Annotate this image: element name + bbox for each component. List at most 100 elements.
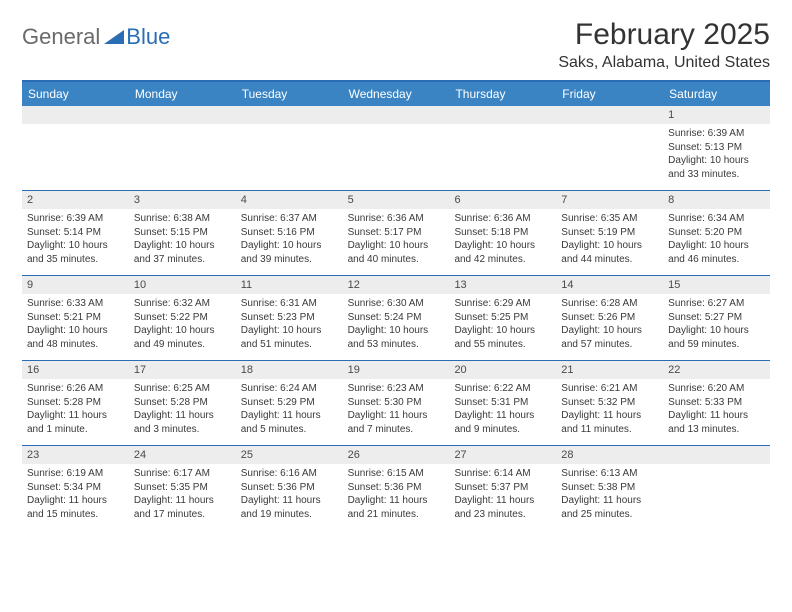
day-number: 6 <box>449 191 556 209</box>
day-number: 18 <box>236 361 343 379</box>
sunrise-text: Sunrise: 6:36 AM <box>348 212 445 226</box>
day-cell: 21Sunrise: 6:21 AMSunset: 5:32 PMDayligh… <box>556 361 663 445</box>
day-details: Sunrise: 6:37 AMSunset: 5:16 PMDaylight:… <box>236 209 343 272</box>
day-cell: 23Sunrise: 6:19 AMSunset: 5:34 PMDayligh… <box>22 446 129 530</box>
day-number: 17 <box>129 361 236 379</box>
daylight-text: Daylight: 10 hours and 35 minutes. <box>27 239 124 266</box>
sunset-text: Sunset: 5:24 PM <box>348 311 445 325</box>
day-cell <box>343 106 450 190</box>
week-row: 2Sunrise: 6:39 AMSunset: 5:14 PMDaylight… <box>22 190 770 275</box>
sunrise-text: Sunrise: 6:28 AM <box>561 297 658 311</box>
sunrise-text: Sunrise: 6:20 AM <box>668 382 765 396</box>
weekday-label: Monday <box>129 82 236 106</box>
day-cell: 2Sunrise: 6:39 AMSunset: 5:14 PMDaylight… <box>22 191 129 275</box>
day-cell: 4Sunrise: 6:37 AMSunset: 5:16 PMDaylight… <box>236 191 343 275</box>
sunset-text: Sunset: 5:22 PM <box>134 311 231 325</box>
sunrise-text: Sunrise: 6:39 AM <box>27 212 124 226</box>
day-details: Sunrise: 6:23 AMSunset: 5:30 PMDaylight:… <box>343 379 450 442</box>
sunrise-text: Sunrise: 6:23 AM <box>348 382 445 396</box>
daylight-text: Daylight: 11 hours and 5 minutes. <box>241 409 338 436</box>
title-block: February 2025 Saks, Alabama, United Stat… <box>558 18 770 72</box>
sunrise-text: Sunrise: 6:26 AM <box>27 382 124 396</box>
day-number: 15 <box>663 276 770 294</box>
header: General Blue February 2025 Saks, Alabama… <box>22 18 770 72</box>
sunrise-text: Sunrise: 6:30 AM <box>348 297 445 311</box>
day-cell: 3Sunrise: 6:38 AMSunset: 5:15 PMDaylight… <box>129 191 236 275</box>
daylight-text: Daylight: 10 hours and 37 minutes. <box>134 239 231 266</box>
day-cell: 26Sunrise: 6:15 AMSunset: 5:36 PMDayligh… <box>343 446 450 530</box>
day-details: Sunrise: 6:25 AMSunset: 5:28 PMDaylight:… <box>129 379 236 442</box>
sunset-text: Sunset: 5:28 PM <box>134 396 231 410</box>
sunrise-text: Sunrise: 6:14 AM <box>454 467 551 481</box>
sunset-text: Sunset: 5:25 PM <box>454 311 551 325</box>
day-number <box>556 106 663 124</box>
day-details: Sunrise: 6:20 AMSunset: 5:33 PMDaylight:… <box>663 379 770 442</box>
day-cell <box>449 106 556 190</box>
day-details: Sunrise: 6:15 AMSunset: 5:36 PMDaylight:… <box>343 464 450 527</box>
week-row: 23Sunrise: 6:19 AMSunset: 5:34 PMDayligh… <box>22 445 770 530</box>
sunrise-text: Sunrise: 6:38 AM <box>134 212 231 226</box>
sunset-text: Sunset: 5:23 PM <box>241 311 338 325</box>
sunrise-text: Sunrise: 6:17 AM <box>134 467 231 481</box>
day-number: 13 <box>449 276 556 294</box>
day-details: Sunrise: 6:13 AMSunset: 5:38 PMDaylight:… <box>556 464 663 527</box>
sunrise-text: Sunrise: 6:33 AM <box>27 297 124 311</box>
week-row: 1Sunrise: 6:39 AMSunset: 5:13 PMDaylight… <box>22 106 770 190</box>
day-number: 24 <box>129 446 236 464</box>
weekday-label: Sunday <box>22 82 129 106</box>
daylight-text: Daylight: 10 hours and 59 minutes. <box>668 324 765 351</box>
day-cell: 22Sunrise: 6:20 AMSunset: 5:33 PMDayligh… <box>663 361 770 445</box>
day-details: Sunrise: 6:24 AMSunset: 5:29 PMDaylight:… <box>236 379 343 442</box>
daylight-text: Daylight: 11 hours and 23 minutes. <box>454 494 551 521</box>
sunrise-text: Sunrise: 6:39 AM <box>668 127 765 141</box>
sunrise-text: Sunrise: 6:15 AM <box>348 467 445 481</box>
sunset-text: Sunset: 5:38 PM <box>561 481 658 495</box>
daylight-text: Daylight: 11 hours and 21 minutes. <box>348 494 445 521</box>
day-number <box>449 106 556 124</box>
day-number: 26 <box>343 446 450 464</box>
day-number: 21 <box>556 361 663 379</box>
sunset-text: Sunset: 5:19 PM <box>561 226 658 240</box>
day-cell: 12Sunrise: 6:30 AMSunset: 5:24 PMDayligh… <box>343 276 450 360</box>
location-text: Saks, Alabama, United States <box>558 54 770 72</box>
day-number: 4 <box>236 191 343 209</box>
daylight-text: Daylight: 10 hours and 53 minutes. <box>348 324 445 351</box>
day-cell: 7Sunrise: 6:35 AMSunset: 5:19 PMDaylight… <box>556 191 663 275</box>
day-number: 2 <box>22 191 129 209</box>
daylight-text: Daylight: 10 hours and 44 minutes. <box>561 239 658 266</box>
sunset-text: Sunset: 5:29 PM <box>241 396 338 410</box>
day-number: 22 <box>663 361 770 379</box>
day-cell <box>129 106 236 190</box>
day-cell: 19Sunrise: 6:23 AMSunset: 5:30 PMDayligh… <box>343 361 450 445</box>
day-details: Sunrise: 6:19 AMSunset: 5:34 PMDaylight:… <box>22 464 129 527</box>
weekday-label: Thursday <box>449 82 556 106</box>
day-number: 3 <box>129 191 236 209</box>
sunset-text: Sunset: 5:13 PM <box>668 141 765 155</box>
day-number <box>663 446 770 464</box>
week-row: 16Sunrise: 6:26 AMSunset: 5:28 PMDayligh… <box>22 360 770 445</box>
daylight-text: Daylight: 10 hours and 46 minutes. <box>668 239 765 266</box>
day-number: 8 <box>663 191 770 209</box>
day-details: Sunrise: 6:27 AMSunset: 5:27 PMDaylight:… <box>663 294 770 357</box>
sunrise-text: Sunrise: 6:24 AM <box>241 382 338 396</box>
day-cell <box>236 106 343 190</box>
day-cell: 5Sunrise: 6:36 AMSunset: 5:17 PMDaylight… <box>343 191 450 275</box>
day-cell: 8Sunrise: 6:34 AMSunset: 5:20 PMDaylight… <box>663 191 770 275</box>
day-details: Sunrise: 6:38 AMSunset: 5:15 PMDaylight:… <box>129 209 236 272</box>
day-cell <box>22 106 129 190</box>
day-number <box>343 106 450 124</box>
day-details: Sunrise: 6:30 AMSunset: 5:24 PMDaylight:… <box>343 294 450 357</box>
day-number: 19 <box>343 361 450 379</box>
day-number <box>22 106 129 124</box>
sunrise-text: Sunrise: 6:27 AM <box>668 297 765 311</box>
sunset-text: Sunset: 5:17 PM <box>348 226 445 240</box>
day-number <box>236 106 343 124</box>
sunrise-text: Sunrise: 6:19 AM <box>27 467 124 481</box>
daylight-text: Daylight: 10 hours and 40 minutes. <box>348 239 445 266</box>
day-number: 12 <box>343 276 450 294</box>
day-cell: 17Sunrise: 6:25 AMSunset: 5:28 PMDayligh… <box>129 361 236 445</box>
sunset-text: Sunset: 5:28 PM <box>27 396 124 410</box>
sunset-text: Sunset: 5:30 PM <box>348 396 445 410</box>
sunset-text: Sunset: 5:37 PM <box>454 481 551 495</box>
calendar: Sunday Monday Tuesday Wednesday Thursday… <box>22 82 770 530</box>
